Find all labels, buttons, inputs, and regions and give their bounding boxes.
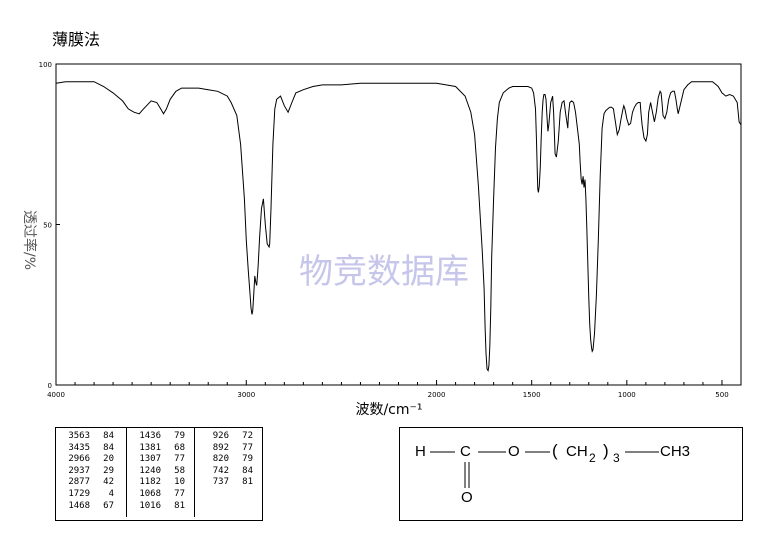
peak-row: 1068 77	[139, 488, 185, 499]
peak-row: 1307 77	[139, 454, 185, 465]
peak-row: 926 72	[212, 431, 253, 441]
watermark: 物竞数据库	[299, 252, 469, 292]
group-ch3: CH3	[660, 443, 691, 460]
y-axis-ticks: 0 50 100	[39, 61, 60, 390]
atom-h: H	[415, 443, 426, 460]
chain-repeat-subscript: 3	[613, 451, 620, 465]
atom-o-carbonyl: O	[461, 489, 473, 506]
transmittance-line	[55, 81, 742, 372]
peak-column-3: 926 72 892 77 820 79 742 84 737 81	[194, 428, 263, 517]
x-tick-label: 4000	[47, 391, 65, 399]
peak-row: 1436 79	[139, 431, 185, 441]
peak-row: 820 79	[212, 454, 253, 465]
chain-ch2-subscript: 2	[589, 451, 596, 465]
peak-row: 2877 42	[68, 477, 114, 488]
x-tick-label: 1500	[523, 391, 541, 399]
peak-row: 3563 84	[68, 431, 114, 441]
chain-close-paren: )	[603, 441, 609, 460]
x-axis-ticks: 4000 3000 2000 1500 1000 500	[47, 380, 729, 399]
peak-row: 2966 20	[68, 454, 114, 465]
y-tick-label: 100	[39, 61, 52, 69]
plot-frame	[55, 63, 742, 386]
peak-row: 892 77	[212, 442, 253, 453]
peak-row: 1381 68	[139, 442, 185, 453]
peak-row: 3435 84	[68, 442, 114, 453]
y-tick-label: 50	[43, 222, 52, 230]
structure-bonds	[430, 451, 659, 488]
chain-ch2: CH	[566, 443, 588, 460]
method-title: 薄膜法	[52, 30, 101, 49]
x-tick-label: 1000	[618, 391, 636, 399]
peak-row: 1468 67	[68, 500, 114, 511]
x-tick-label: 500	[715, 391, 728, 399]
y-tick-label: 0	[48, 382, 52, 390]
peak-row: 1182 10	[139, 477, 185, 488]
y-axis-label: 透过率/%	[21, 210, 38, 270]
x-tick-label: 2000	[428, 391, 446, 399]
peak-column-1: 3563 84 3435 84 2966 20 2937 29 2877 42 1729 4…	[56, 431, 124, 512]
chain-open-paren: (	[552, 441, 558, 460]
peak-row: 2937 29	[68, 465, 114, 476]
peak-table: 3563 84 3435 84 2966 20 2937 29 2877 42 1729 4…	[55, 427, 263, 521]
peak-row: 742 84	[212, 465, 253, 476]
atom-o-ester: O	[508, 443, 520, 460]
peak-row: 737 81	[212, 477, 253, 488]
x-tick-label: 3000	[237, 391, 255, 399]
ir-spectrum-chart: 4000 3000 2000 1500 1000 500 0 50 100 物竞数据库 波数/…	[21, 61, 742, 418]
peak-column-2: 1436 79 1381 68 1307 77 1240 58 1182 10 1068 7…	[126, 428, 195, 517]
peak-row: 1240 58	[139, 465, 185, 476]
atom-c: C	[460, 443, 471, 460]
peak-row: 1016 81	[139, 500, 185, 511]
structure-box: H C O ( CH 2 ) 3 CH3 O	[399, 427, 743, 521]
x-axis-label: 波数/cm⁻¹	[355, 402, 422, 418]
peak-row: 1729 4	[68, 488, 114, 499]
